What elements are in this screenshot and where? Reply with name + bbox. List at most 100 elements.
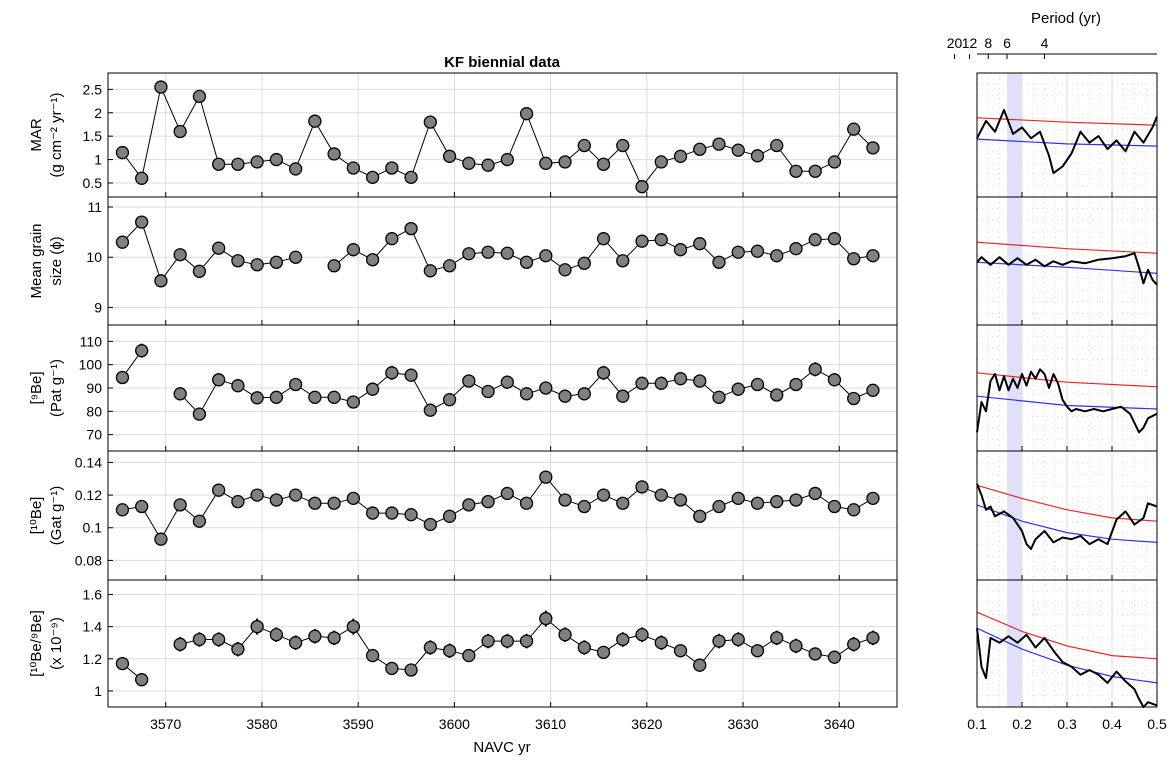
- data-point: [423, 264, 437, 278]
- data-point: [750, 377, 765, 392]
- spectrum-blue-line: [976, 504, 1158, 543]
- data-point: [866, 141, 880, 155]
- data-point: [577, 387, 591, 401]
- data-point: [673, 372, 688, 386]
- y-tick-label: 11: [87, 199, 102, 215]
- x-tick-label: 3580: [246, 716, 277, 732]
- spectrum-red-line: [976, 241, 1158, 254]
- spectrum-x-tick-label: 0.2: [1012, 716, 1032, 732]
- data-point: [135, 499, 149, 514]
- data-point: [288, 377, 303, 392]
- x-tick-label: 3600: [439, 716, 470, 732]
- data-point: [519, 387, 534, 401]
- y-tick-label: 1.5: [83, 128, 103, 144]
- data-point: [442, 393, 457, 407]
- data-point: [808, 647, 822, 661]
- data-point: [231, 642, 245, 656]
- data-point: [231, 254, 245, 268]
- data-point: [712, 137, 726, 151]
- data-point: [250, 619, 264, 634]
- data-point: [635, 376, 649, 390]
- data-point: [365, 648, 380, 663]
- period-tick-label: 12: [962, 35, 978, 51]
- data-point: [173, 637, 187, 651]
- data-point: [808, 233, 822, 247]
- data-point: [385, 161, 399, 175]
- data-point: [462, 498, 476, 512]
- data-point: [847, 391, 861, 406]
- data-point: [192, 514, 207, 528]
- data-point: [250, 391, 264, 405]
- data-point: [577, 138, 591, 153]
- data-point: [847, 637, 861, 651]
- data-point: [115, 503, 130, 517]
- data-point: [365, 382, 380, 396]
- data-point: [327, 147, 341, 161]
- data-point: [596, 488, 611, 502]
- data-point: [288, 488, 303, 502]
- y-axis-label: [¹⁰Be/⁹Be] (x 10⁻⁹): [28, 610, 65, 677]
- spectrum-x-tick-label: 0.4: [1102, 716, 1122, 732]
- data-point: [442, 149, 457, 163]
- y-tick-label: 0.1: [83, 520, 103, 536]
- data-point: [308, 629, 322, 643]
- data-point: [673, 493, 688, 507]
- spectrum-frame: [976, 579, 1158, 708]
- data-point: [231, 157, 245, 171]
- y-tick-label: 100: [79, 357, 103, 373]
- data-point: [231, 379, 245, 393]
- data-point: [596, 366, 611, 380]
- data-point: [827, 232, 842, 246]
- panels: 0.5 1 1.5 2 2.5 MAR (g cm⁻² yr⁻¹) 9 10 11 Mean gra…: [28, 35, 1167, 732]
- spectrum-x-tick-label: 0.1: [967, 716, 987, 732]
- spectrum-black-line: [976, 109, 1158, 175]
- data-point: [250, 258, 264, 272]
- data-point: [847, 503, 861, 517]
- data-point: [539, 611, 553, 626]
- data-point: [789, 639, 803, 653]
- data-point: [616, 632, 630, 647]
- spectrum-panel-ratio: 0.1 0.2 0.3 0.4 0.5: [967, 579, 1167, 732]
- y-axis-label-line: (Gat g⁻¹): [48, 486, 65, 546]
- data-point: [154, 532, 168, 546]
- period-axis-label: Period (yr): [1031, 10, 1101, 27]
- data-point: [712, 255, 726, 269]
- y-axis-label: MAR (g cm⁻² yr⁻¹): [28, 93, 65, 178]
- spectrum-highlight-band: [1007, 580, 1022, 707]
- data-point: [115, 370, 130, 385]
- data-point: [462, 247, 476, 261]
- spectrum-black-line: [976, 368, 1158, 434]
- y-axis-label-line: MAR: [28, 118, 45, 152]
- data-point: [462, 648, 476, 663]
- data-point: [654, 155, 668, 169]
- x-axis-label: NAVC yr: [473, 739, 530, 756]
- data-point: [308, 390, 322, 404]
- x-tick-label: 3570: [150, 716, 181, 732]
- spectrum-x-tick-label: 0.3: [1057, 716, 1077, 732]
- data-point: [135, 215, 149, 229]
- panel-mar: 0.5 1 1.5 2 2.5 MAR (g cm⁻² yr⁻¹): [28, 72, 898, 198]
- data-point: [212, 157, 226, 171]
- y-tick-label: 1: [94, 683, 102, 699]
- data-point: [731, 632, 745, 647]
- data-point: [231, 494, 245, 509]
- data-point: [154, 80, 168, 94]
- data-point: [577, 499, 591, 514]
- x-tick-label: 3640: [824, 716, 855, 732]
- spectrum-black-line: [976, 252, 1158, 286]
- data-point: [288, 162, 303, 176]
- spectrum-red-line: [976, 372, 1158, 388]
- data-point: [654, 636, 668, 650]
- data-point: [616, 138, 630, 153]
- data-point: [827, 155, 842, 169]
- data-point: [731, 143, 745, 157]
- data-point: [288, 250, 303, 264]
- data-point: [173, 387, 187, 401]
- data-point: [519, 255, 534, 269]
- data-point: [712, 390, 726, 404]
- y-axis-label-line: [⁹Be]: [28, 371, 45, 404]
- data-point: [192, 89, 207, 104]
- data-point: [385, 506, 399, 520]
- spectrum-highlight-band: [1007, 73, 1022, 197]
